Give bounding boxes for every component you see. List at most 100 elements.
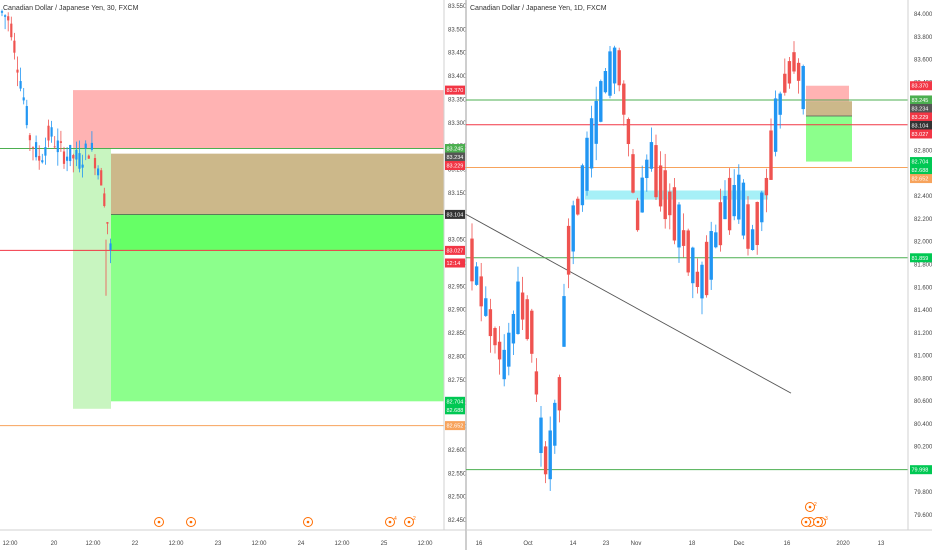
candle-body	[695, 271, 700, 288]
price-label-text: 83.027	[447, 248, 464, 254]
time-tick-label: 20	[51, 541, 58, 547]
price-label-box	[910, 81, 932, 91]
candle-body	[645, 159, 649, 179]
price-label-text: 12:14	[447, 261, 461, 267]
price-label-box	[445, 258, 465, 268]
candle-body	[769, 130, 773, 180]
candle-body	[796, 62, 801, 81]
left-price-labels: 83.370 83.245 83.234 83.229 83.104 83.027 12:1…	[445, 85, 465, 431]
candle-body	[654, 145, 658, 198]
left-horizontal-lines	[0, 148, 444, 427]
right-time-axis: 16 Oct 14 23 Nov 18 Dec 16 2020 13	[476, 541, 885, 547]
price-label-text: 82.652	[912, 177, 929, 183]
candle-body	[78, 153, 81, 169]
candle-body	[474, 266, 479, 285]
price-tick-label: 83.800	[914, 35, 932, 41]
price-label-box	[910, 120, 932, 130]
price-label-box	[910, 129, 932, 139]
price-tick-label: 83.450	[448, 51, 467, 57]
price-label-text: 82.704	[912, 160, 929, 166]
candle-body	[723, 195, 727, 220]
candle-body	[488, 309, 493, 337]
price-tick-label: 81.400	[914, 308, 932, 314]
price-tick-label: 80.400	[914, 422, 932, 428]
price-tick-label: 83.200	[448, 168, 467, 174]
event-marker-dot	[189, 520, 193, 524]
candle-body	[479, 276, 483, 307]
right-candles	[470, 41, 805, 491]
candle-body	[502, 349, 506, 380]
left-chart-pane: Canadian Dollar / Japanese Yen, 30, FXCM…	[0, 0, 467, 547]
price-tick-label: 82.850	[448, 331, 467, 337]
candle-body	[677, 204, 681, 248]
candle-body	[622, 83, 626, 115]
candle-body	[16, 69, 19, 73]
candle-body	[484, 298, 488, 316]
right-price-labels: 83.370 83.245 83.234 83.229 83.104 83.027 82.7…	[910, 81, 932, 475]
candle-body	[50, 127, 53, 137]
candle-body	[732, 184, 736, 217]
price-label-box	[910, 465, 932, 475]
candle-body	[727, 177, 732, 231]
price-label-box	[910, 157, 932, 167]
candle-body	[84, 143, 87, 149]
price-label-box	[910, 95, 932, 105]
price-label-text: 83.245	[912, 98, 929, 104]
candle-body	[511, 313, 516, 344]
time-tick-label: 16	[784, 541, 791, 547]
price-label-text: 79.998	[912, 468, 929, 474]
event-marker-dot	[306, 520, 310, 524]
candle-body	[764, 177, 769, 196]
candle-body	[608, 51, 612, 96]
candle-body	[778, 93, 782, 115]
candle-body	[640, 177, 644, 213]
event-marker-dot	[804, 520, 808, 524]
candle-body	[47, 125, 50, 141]
candle-body	[539, 417, 543, 454]
price-label-text: 83.370	[447, 88, 464, 94]
candle-body	[691, 247, 695, 284]
candle-body	[755, 201, 759, 246]
right-drawings	[465, 85, 852, 394]
candle-body	[497, 341, 502, 360]
candle-body	[13, 40, 16, 53]
price-label-text: 83.234	[447, 155, 464, 161]
candle-body	[10, 23, 13, 38]
price-tick-label: 80.600	[914, 399, 932, 405]
candle-body	[746, 204, 750, 249]
event-marker-dot	[157, 520, 161, 524]
candle-body	[516, 281, 520, 335]
open-loss-zone	[111, 153, 444, 215]
price-label-box	[445, 161, 465, 171]
stop-loss-zone	[806, 85, 849, 102]
price-label-text: 82.652	[447, 424, 464, 430]
event-count-label: 2	[814, 502, 817, 508]
event-marker-dot	[816, 520, 820, 524]
candle-body	[741, 182, 746, 236]
candle-body	[35, 142, 38, 158]
candle-body	[4, 15, 7, 17]
price-tick-label: 83.550	[448, 4, 467, 10]
candle-body	[718, 202, 723, 246]
right-event-markers: 23	[801, 502, 828, 527]
time-tick-label: 13	[878, 541, 885, 547]
candle-body	[548, 430, 552, 480]
price-label-text: 83.229	[912, 115, 929, 121]
candle-body	[66, 156, 69, 161]
price-label-text: 82.688	[912, 168, 929, 174]
candle-body	[44, 147, 47, 156]
candle-body	[31, 147, 35, 149]
candle-body	[520, 292, 525, 320]
time-tick-label: 14	[570, 541, 577, 547]
price-tick-label: 83.300	[448, 121, 467, 127]
candle-body	[603, 71, 608, 93]
event-marker-dot	[407, 520, 411, 524]
candle-body	[787, 61, 792, 84]
price-tick-label: 82.450	[448, 518, 467, 524]
candle-body	[109, 243, 112, 251]
price-label-box	[445, 85, 465, 95]
candle-body	[56, 140, 59, 153]
candle-body	[470, 238, 474, 282]
